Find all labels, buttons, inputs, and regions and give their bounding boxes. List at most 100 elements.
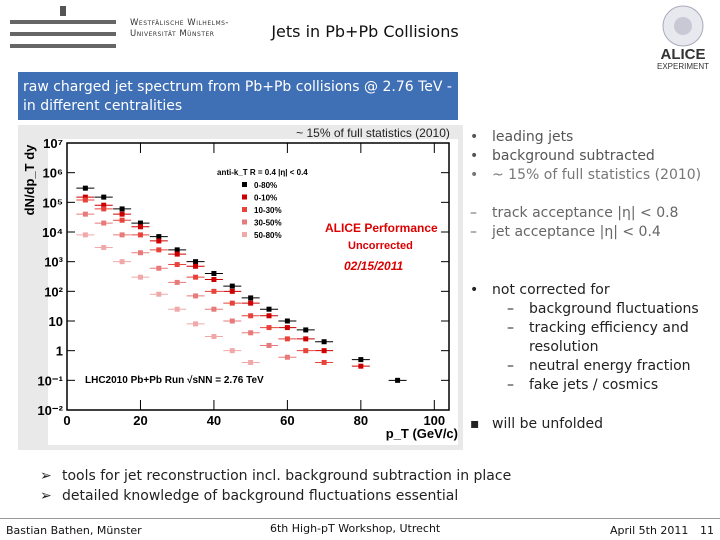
bullet: • leading jets <box>470 128 710 147</box>
point <box>156 247 162 253</box>
bullet: – tracking efficiency and resolution <box>507 319 710 357</box>
point <box>137 232 143 238</box>
point <box>284 325 290 331</box>
bullet: – track acceptance |η| < 0.8 <box>470 204 710 223</box>
bullet-text: neutral energy fraction <box>529 358 691 374</box>
point <box>174 306 180 312</box>
point <box>229 348 235 354</box>
bullet-mark: – <box>507 320 514 336</box>
footer-author: Bastian Bathen, Münster <box>6 524 142 537</box>
slide-title: Jets in Pb+Pb Collisions <box>271 22 459 41</box>
legend-label: 50-80% <box>254 231 282 240</box>
y-tick-label: 10² <box>44 284 63 299</box>
point <box>137 220 143 226</box>
point <box>82 185 88 191</box>
bullet-text: background fluctuations <box>529 301 699 317</box>
point <box>119 217 125 223</box>
footer: Bastian Bathen, Münster 6th High-pT Work… <box>0 518 720 540</box>
x-tick-label: 20 <box>133 413 147 428</box>
arrow-bullet: ➢ detailed knowledge of background fluctu… <box>40 486 700 506</box>
footer-page: 11 <box>700 524 714 537</box>
point <box>284 318 290 324</box>
point <box>266 342 272 348</box>
point <box>303 327 309 333</box>
legend-label: 0-80% <box>254 181 277 190</box>
legend-marker <box>242 182 247 187</box>
point <box>248 359 254 365</box>
bullet-mark: ▪ <box>470 416 480 432</box>
point <box>156 234 162 240</box>
bullet: – background fluctuations <box>507 300 710 319</box>
x-tick-label: 40 <box>207 413 221 428</box>
footer-event: 6th High-pT Workshop, Utrecht <box>270 522 441 535</box>
point <box>266 325 272 331</box>
legend-title: anti-k_T R = 0.4 |η| < 0.4 <box>217 168 308 177</box>
point <box>266 313 272 319</box>
point <box>284 354 290 360</box>
bullet-text: track acceptance |η| < 0.8 <box>492 205 679 221</box>
plot-note: ~ 15% of full statistics (2010) <box>296 126 450 140</box>
annotation: LHC2010 Pb+Pb Run √sNN = 2.76 TeV <box>85 375 264 386</box>
point <box>211 306 217 312</box>
y-axis-label: dN/dp_T dy <box>22 144 37 216</box>
point <box>229 288 235 294</box>
point <box>82 197 88 203</box>
bullet-text: will be unfolded <box>492 416 604 432</box>
annotation: 02/15/2011 <box>344 259 403 273</box>
arrow-text: detailed knowledge of background fluctua… <box>62 488 459 504</box>
point <box>119 211 125 217</box>
annotation: ALICE Performance <box>325 221 438 235</box>
footer-date: April 5th 2011 <box>610 524 689 537</box>
legend-marker <box>242 232 247 237</box>
point <box>193 293 199 299</box>
bullet: • ~ 15% of full statistics (2010) <box>470 166 710 185</box>
point <box>174 262 180 268</box>
point <box>119 259 125 265</box>
bullet-text: tracking efficiency and resolution <box>529 320 689 355</box>
bottom-bullets: ➢ tools for jet reconstruction incl. back… <box>40 466 700 506</box>
bullet-mark: • <box>470 167 479 183</box>
alice-sub: EXPERIMENT <box>657 62 709 71</box>
point <box>248 295 254 301</box>
bullet: – neutral energy fraction <box>507 357 710 376</box>
point <box>358 363 364 369</box>
point <box>137 274 143 280</box>
y-tick-label: 10⁴ <box>42 225 63 240</box>
point <box>193 321 199 327</box>
point <box>211 270 217 276</box>
y-tick-label: 10⁶ <box>43 166 63 181</box>
blue-box: raw charged jet spectrum from Pb+Pb coll… <box>18 72 458 120</box>
y-tick-label: 10³ <box>44 255 63 270</box>
point <box>193 263 199 269</box>
x-tick-label: 0 <box>63 413 70 428</box>
point <box>211 277 217 283</box>
bullet-text: leading jets <box>492 129 574 145</box>
x-tick-label: 100 <box>423 413 445 428</box>
bullet-mark: • <box>470 148 479 164</box>
point <box>248 313 254 319</box>
point <box>137 224 143 230</box>
point <box>82 211 88 217</box>
bullet-mark: • <box>470 282 479 298</box>
x-tick-label: 80 <box>354 413 368 428</box>
y-tick-label: 10⁻² <box>37 403 63 418</box>
point <box>119 232 125 238</box>
point <box>303 336 309 342</box>
plot-frame <box>66 142 450 411</box>
bullet: – fake jets / cosmics <box>507 376 710 395</box>
point <box>101 220 107 226</box>
university-name: Westfälische Wilhelms-Universität Münste… <box>130 18 230 39</box>
bullet-text: ~ 15% of full statistics (2010) <box>492 167 702 183</box>
point <box>303 348 309 354</box>
bullet: • not corrected for <box>470 281 710 300</box>
point <box>211 334 217 340</box>
arrow-mark: ➢ <box>40 488 52 504</box>
point <box>229 300 235 306</box>
point <box>395 377 401 383</box>
point <box>82 232 88 238</box>
arrow-bullet: ➢ tools for jet reconstruction incl. back… <box>40 466 700 486</box>
point <box>174 279 180 285</box>
point <box>321 359 327 365</box>
point <box>156 265 162 271</box>
